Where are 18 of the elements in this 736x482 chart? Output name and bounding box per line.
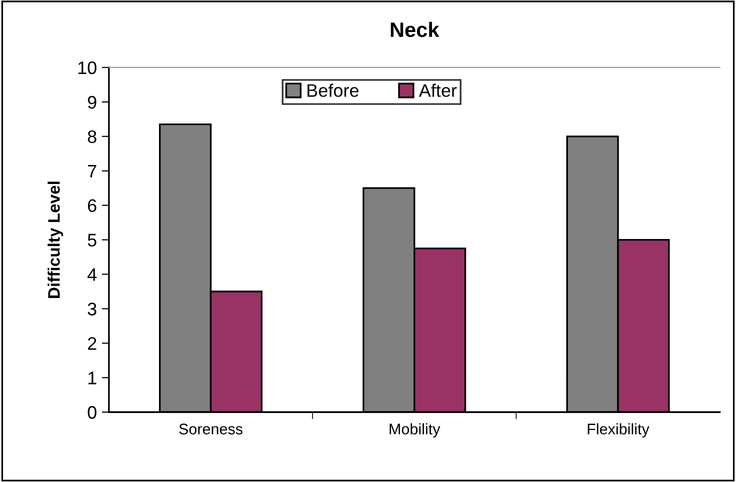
y-tick-label: 8	[88, 130, 96, 144]
y-tick-label: 10	[78, 61, 96, 74]
y-tick-label: 2	[88, 337, 96, 350]
y-tick-label: 5	[88, 234, 96, 247]
y-tick-label: 4	[87, 268, 97, 281]
legend-label: After	[418, 84, 457, 97]
y-axis-title: Difficulty Level	[48, 182, 64, 298]
chart-title: Neck	[390, 22, 440, 38]
y-tick-label: 3	[88, 302, 96, 316]
y-tick-label: 7	[88, 164, 96, 178]
y-tick-label: 0	[88, 406, 96, 419]
y-tick-label: 6	[88, 199, 96, 212]
legend-label: Before	[308, 84, 358, 97]
y-tick-label: 1	[88, 372, 96, 384]
x-tick-label: Flexibility	[588, 423, 650, 438]
x-tick-label: Soreness	[179, 424, 242, 434]
y-tick-label: 9	[88, 96, 96, 109]
x-tick-label: Mobility	[390, 423, 440, 438]
